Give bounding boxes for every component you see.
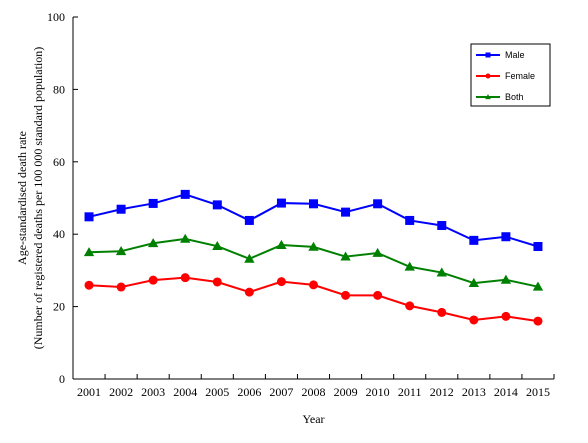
y-tick-label: 60 [53,155,65,169]
x-tick-label: 2010 [366,385,390,399]
data-point [212,200,222,210]
data-point [244,253,255,263]
data-point [116,204,126,214]
data-point [84,212,94,222]
data-point [116,282,126,292]
data-point [501,232,511,242]
data-point [308,241,319,251]
data-point [501,311,511,321]
legend-item-male: Male [476,50,525,60]
data-point [115,246,127,256]
y-tick-label: 20 [53,300,65,314]
x-tick-label: 2012 [430,385,454,399]
y-axis-title: Age-standardised death rate (Number of r… [15,47,45,350]
data-point [148,275,158,285]
data-point [340,251,351,261]
data-point [533,316,543,326]
x-tick-label: 2007 [269,385,293,399]
data-point [244,287,254,297]
series-male [84,189,543,252]
x-tick-label: 2003 [141,385,165,399]
data-point [148,198,158,208]
data-point [276,239,287,249]
data-point [373,199,383,209]
data-point [84,280,94,290]
y-tick-label: 40 [53,227,65,241]
data-point [341,207,351,217]
data-point [533,242,543,252]
data-point [212,277,222,287]
data-point [341,290,351,300]
x-tick-label: 2002 [109,385,133,399]
x-tick-label: 2005 [205,385,229,399]
data-point [373,290,383,300]
data-point [437,307,447,317]
x-tick-label: 2013 [462,385,486,399]
data-point [405,215,415,225]
legend-label: Female [505,71,535,81]
data-point [309,280,318,290]
legend-swatch-marker [485,52,491,58]
legend-swatch-marker [485,94,491,100]
legend: Male Female Both [470,43,551,107]
x-tick-label: 2006 [237,385,261,399]
data-point [405,301,415,311]
data-point [468,277,480,287]
data-point [309,199,318,209]
y-tick-label: 80 [53,82,65,96]
data-point [180,233,191,243]
data-point [147,238,159,248]
x-tick-label: 2008 [302,385,326,399]
x-tick-label: 2001 [77,385,101,399]
data-point [436,267,447,277]
y-tick-label: 0 [59,372,65,386]
data-point [404,261,415,271]
y-axis-ticks: 0 20 40 60 80 100 [47,10,78,386]
data-point [276,277,286,287]
y-axis-title-line-1: Age-standardised death rate [15,131,29,265]
legend-label: Male [505,50,525,60]
legend-label: Both [505,92,524,102]
x-axis-title: Year [302,412,324,426]
x-tick-label: 2014 [494,385,518,399]
data-point [437,221,447,231]
data-point [276,198,286,208]
data-point [83,247,95,257]
data-point [469,235,479,245]
legend-swatch-marker [485,73,491,79]
y-axis-title-line-2: (Number of registered deaths per 100 000… [31,47,45,350]
series-both [83,233,544,291]
data-point [532,281,544,291]
data-point [212,240,223,251]
data-point [372,247,383,257]
data-point [180,273,190,283]
series-layer [83,189,544,326]
data-point [244,215,254,225]
data-point [500,274,512,284]
y-tick-label: 100 [47,10,65,24]
data-point [469,315,479,325]
legend-item-both: Both [476,92,524,102]
x-tick-label: 2004 [173,385,197,399]
x-tick-label: 2011 [398,385,422,399]
x-tick-label: 2015 [526,385,550,399]
x-axis-ticks: 2001 2002 2003 2004 2005 2006 2007 2008 2009 2010… [72,374,555,399]
legend-item-female: Female [476,71,535,81]
data-point [180,189,190,199]
series-female [84,273,543,326]
x-tick-label: 2009 [334,385,358,399]
